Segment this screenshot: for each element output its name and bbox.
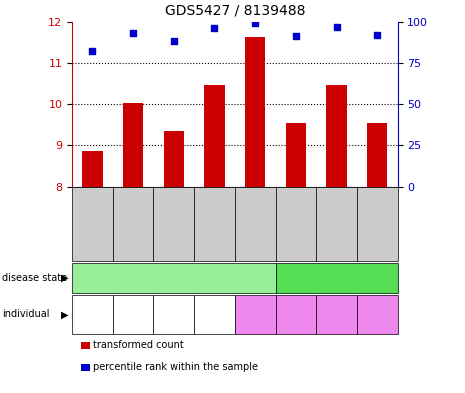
Text: ▶: ▶ [61,273,69,283]
Text: patient
D: patient D [76,305,109,324]
Text: GSM1487542: GSM1487542 [332,198,341,250]
Text: disease state: disease state [2,273,67,283]
Text: patient
E: patient E [117,305,149,324]
Text: GSM1487538: GSM1487538 [169,198,178,250]
Text: patient L: patient L [279,310,313,319]
Point [129,30,137,36]
Bar [245,37,266,187]
Text: ▶: ▶ [61,309,69,320]
Point [252,20,259,26]
Text: patient I: patient I [239,310,271,319]
Bar [204,85,225,187]
Point [89,48,96,55]
Bar [164,131,184,187]
Bar [367,123,387,187]
Text: GSM1487537: GSM1487537 [129,198,138,250]
Text: osteoarthritic: osteoarthritic [136,273,211,283]
Text: individual: individual [2,309,50,320]
Point [170,38,178,44]
Text: patient
R: patient R [361,305,393,324]
Text: GSM1487536: GSM1487536 [88,198,97,250]
Point [373,32,381,38]
Text: patient
Q: patient Q [320,305,353,324]
Text: GSM1487539: GSM1487539 [210,198,219,250]
Text: GSM1487541: GSM1487541 [292,198,300,250]
Point [211,25,218,31]
Point [292,33,299,40]
Bar [326,85,347,187]
Text: percentile rank within the sample: percentile rank within the sample [93,362,258,372]
Bar [286,123,306,187]
Text: transformed count: transformed count [93,340,184,351]
Point [333,24,340,30]
Text: patient
G: patient G [158,305,190,324]
Text: GSM1487543: GSM1487543 [373,198,382,250]
Text: patient
H: patient H [198,305,231,324]
Title: GDS5427 / 8139488: GDS5427 / 8139488 [165,4,305,18]
Bar [123,103,143,187]
Text: healthy: healthy [315,273,358,283]
Text: GSM1487540: GSM1487540 [251,198,259,250]
Bar [82,151,103,187]
